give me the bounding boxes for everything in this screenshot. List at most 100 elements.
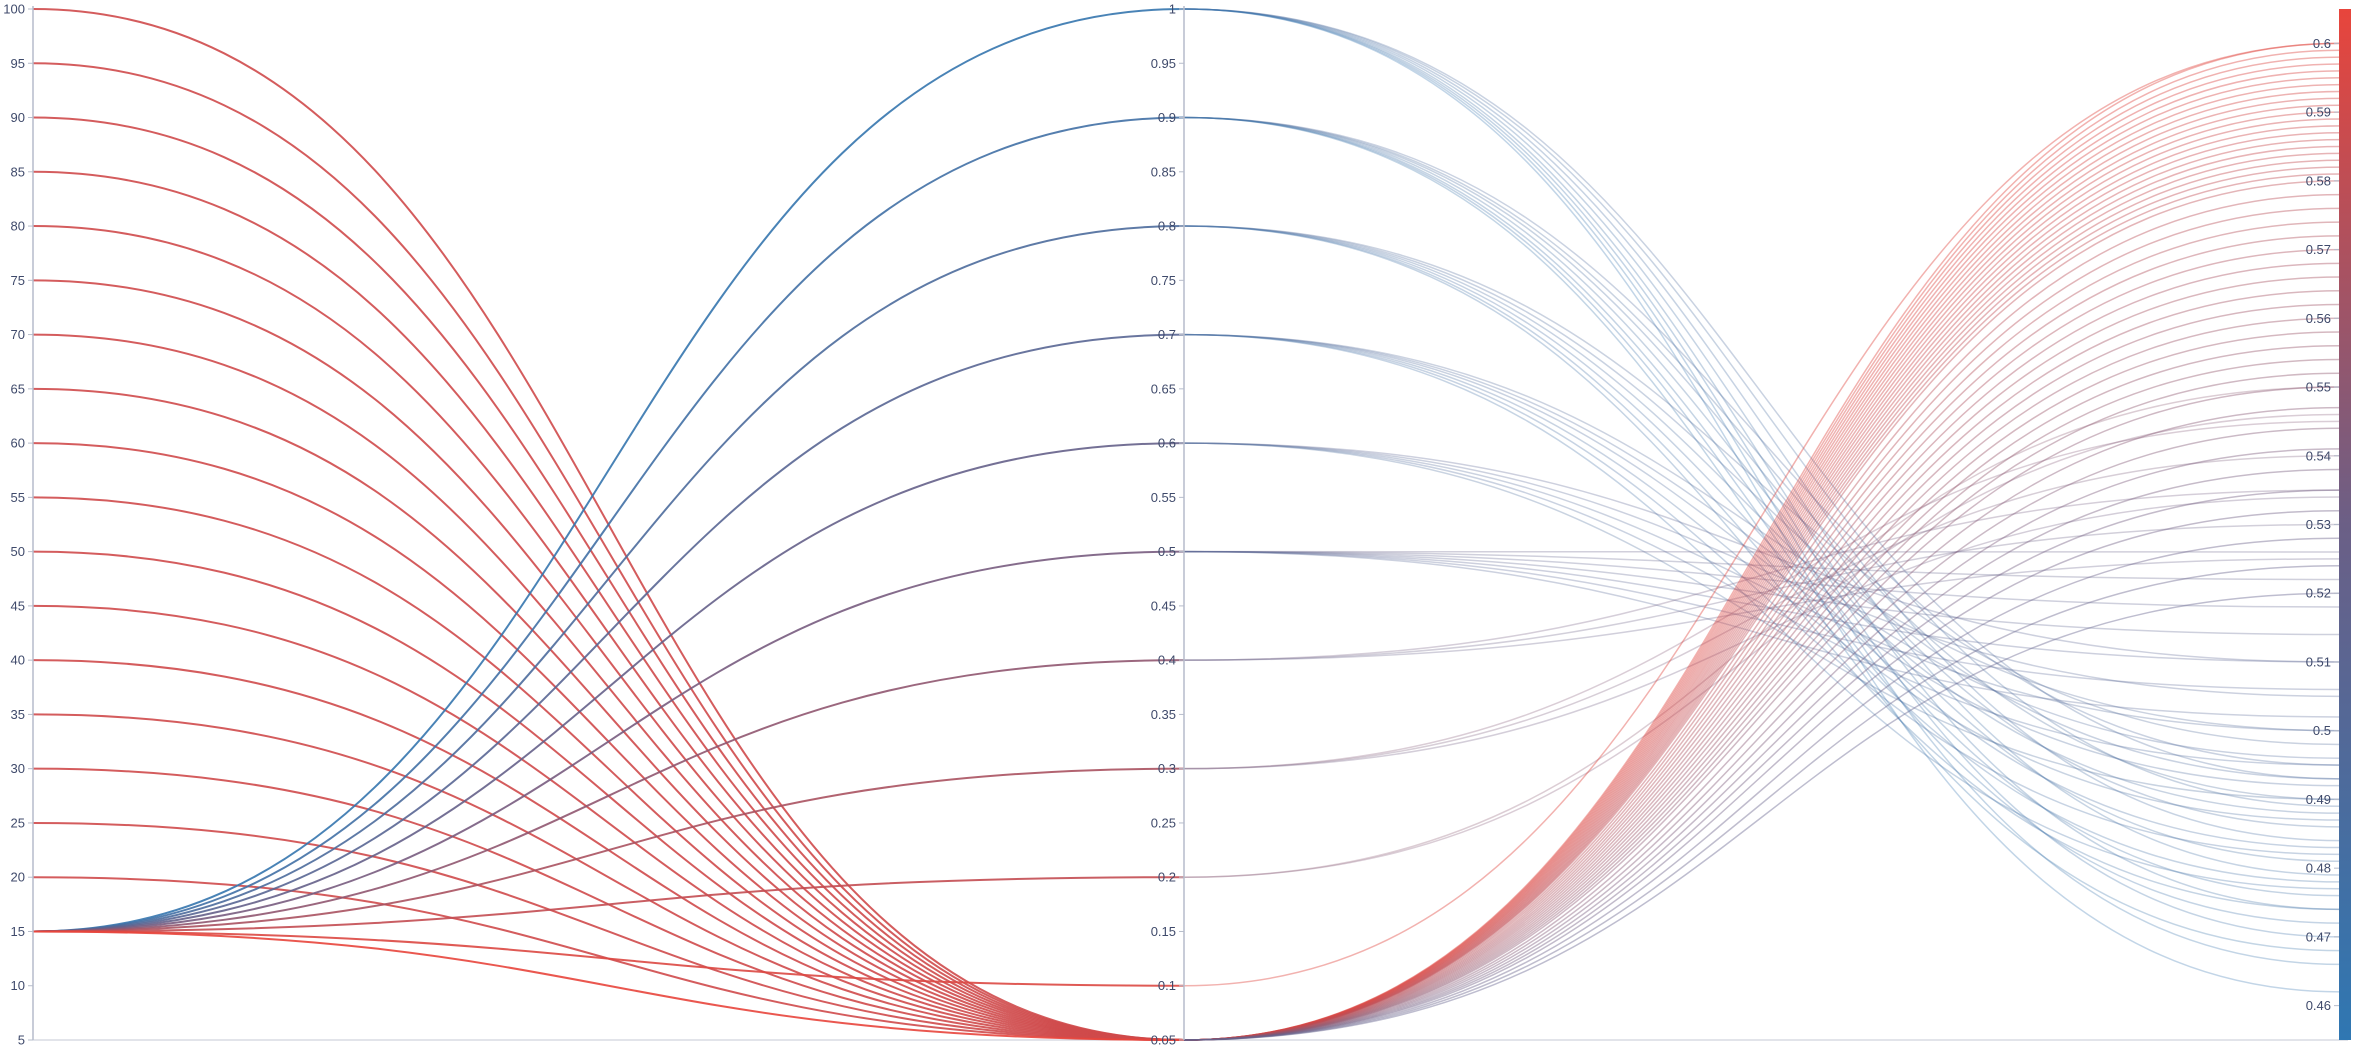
record-line-88 <box>1183 489 2342 1041</box>
axis-2-tick-label: 0.65 <box>1151 381 1176 396</box>
record-line-71 <box>1183 221 2342 1041</box>
emphasized-line-17 <box>32 8 1185 933</box>
record-line-8 <box>1183 116 2342 766</box>
record-line-21 <box>1183 333 2342 732</box>
axis-1-tick-label: 80 <box>11 219 25 234</box>
emphasized-line-27 <box>32 930 1185 1041</box>
axis-2-tick-label: 0.6 <box>1158 436 1176 451</box>
record-line-1 <box>1183 8 2342 808</box>
axis-1-tick-label: 75 <box>11 273 25 288</box>
axis-1-tick-label: 25 <box>11 815 25 830</box>
record-line-0 <box>1183 8 2342 780</box>
record-line-50 <box>1183 56 2342 1041</box>
record-line-5 <box>1183 8 2342 938</box>
emphasized-line-22 <box>32 550 1185 933</box>
record-line-90 <box>1183 537 2342 1041</box>
record-line-66 <box>1183 166 2342 1041</box>
axis-3-tick-label: 0.5 <box>2313 723 2331 738</box>
record-line-22 <box>1183 333 2342 759</box>
axis-3-tick-label: 0.54 <box>2306 448 2331 463</box>
axis-3-tick-label: 0.6 <box>2313 36 2331 51</box>
record-line-25 <box>1183 333 2342 856</box>
record-line-61 <box>1183 131 2342 1041</box>
record-line-74 <box>1183 262 2342 1041</box>
record-line-7 <box>1183 8 2342 993</box>
record-line-60 <box>1183 125 2342 1041</box>
record-line-68 <box>1183 180 2342 1041</box>
record-line-83 <box>1183 386 2342 1041</box>
record-line-41 <box>1183 558 2342 661</box>
record-lines <box>1183 8 2342 1041</box>
axis-1: 5 10 15 20 25 30 35 40 45 50 55 60 65 70 75 80 85 90 95 100 <box>3 2 34 1048</box>
record-line-42 <box>1183 420 2342 770</box>
record-line-56 <box>1183 97 2342 1041</box>
axis-2-tick-label: 0.25 <box>1151 815 1176 830</box>
record-line-33 <box>1183 550 2342 581</box>
record-line-35 <box>1183 550 2342 636</box>
record-line-72 <box>1183 235 2342 1041</box>
axis-1-tick-label: 65 <box>11 381 25 396</box>
axis-2-tick-label: 0.8 <box>1158 219 1176 234</box>
axis-3-tick-label: 0.48 <box>2306 861 2331 876</box>
record-line-39 <box>1183 489 2342 661</box>
emphasized-line-24 <box>32 767 1185 933</box>
record-line-82 <box>1183 372 2342 1041</box>
record-line-19 <box>1183 225 2342 883</box>
record-line-47 <box>1183 42 2342 987</box>
axis-1-tick-label: 70 <box>11 327 25 342</box>
axis-1-tick-label: 95 <box>11 56 25 71</box>
axis-3-tick-label: 0.53 <box>2306 517 2331 532</box>
axis-3-tick-label: 0.58 <box>2306 173 2331 188</box>
emphasized-line-25 <box>32 876 1185 933</box>
axis-2-tick-label: 0.05 <box>1151 1033 1176 1048</box>
axis-2-tick-label: 0.5 <box>1158 544 1176 559</box>
axis-1-tick-label: 35 <box>11 707 25 722</box>
record-line-87 <box>1183 468 2342 1041</box>
axis-1-tick-label: 60 <box>11 436 25 451</box>
record-line-16 <box>1183 225 2342 780</box>
axis-3-colorbar: 0.46 0.47 0.48 0.49 0.5 0.51 0.52 0.53 0.54 0.55 0… <box>2306 9 2351 1040</box>
record-line-2 <box>1183 8 2342 842</box>
record-line-36 <box>1183 550 2342 663</box>
record-line-31 <box>1183 442 2342 801</box>
record-line-11 <box>1183 116 2342 863</box>
record-line-26 <box>1183 333 2342 890</box>
axis-2-tick-label: 0.9 <box>1158 110 1176 125</box>
axis-2-tick-label: 0.7 <box>1158 327 1176 342</box>
record-line-86 <box>1183 448 2342 1041</box>
record-line-3 <box>1183 8 2342 876</box>
record-line-59 <box>1183 118 2342 1041</box>
record-line-78 <box>1183 317 2342 1041</box>
emphasized-line-15 <box>32 821 1185 1041</box>
axis-1-tick-label: 100 <box>3 2 25 17</box>
emphasized-lines <box>32 8 1185 1041</box>
record-line-63 <box>1183 145 2342 1041</box>
axis-2-tick-label: 0.3 <box>1158 761 1176 776</box>
record-line-4 <box>1183 8 2342 911</box>
record-line-18 <box>1183 225 2342 849</box>
record-line-37 <box>1183 550 2342 691</box>
record-line-52 <box>1183 70 2342 1041</box>
emphasized-line-13 <box>32 713 1185 1041</box>
emphasized-line-3 <box>32 170 1185 1041</box>
record-line-6 <box>1183 8 2342 966</box>
record-line-81 <box>1183 358 2342 1041</box>
axis-1-tick-label: 45 <box>11 598 25 613</box>
axis-1-tick-label: 50 <box>11 544 25 559</box>
record-line-29 <box>1183 442 2342 732</box>
axis-1-tick-label: 5 <box>18 1033 25 1048</box>
axis-3-tick-label: 0.57 <box>2306 242 2331 257</box>
record-line-91 <box>1183 564 2342 1041</box>
axis-2-tick-label: 0.4 <box>1158 653 1176 668</box>
axis-2-tick-label: 0.35 <box>1151 707 1176 722</box>
axis-2-tick-label: 0.15 <box>1151 924 1176 939</box>
record-line-49 <box>1183 49 2342 1041</box>
axis-3-tick-label: 0.47 <box>2306 929 2331 944</box>
axis-1-tick-label: 30 <box>11 761 25 776</box>
emphasized-line-5 <box>32 279 1185 1041</box>
record-line-9 <box>1183 116 2342 801</box>
axis-2-tick-label: 0.75 <box>1151 273 1176 288</box>
record-line-10 <box>1183 116 2342 828</box>
axis-2-tick-label: 1 <box>1169 2 1176 17</box>
axis-1-tick-label: 55 <box>11 490 25 505</box>
